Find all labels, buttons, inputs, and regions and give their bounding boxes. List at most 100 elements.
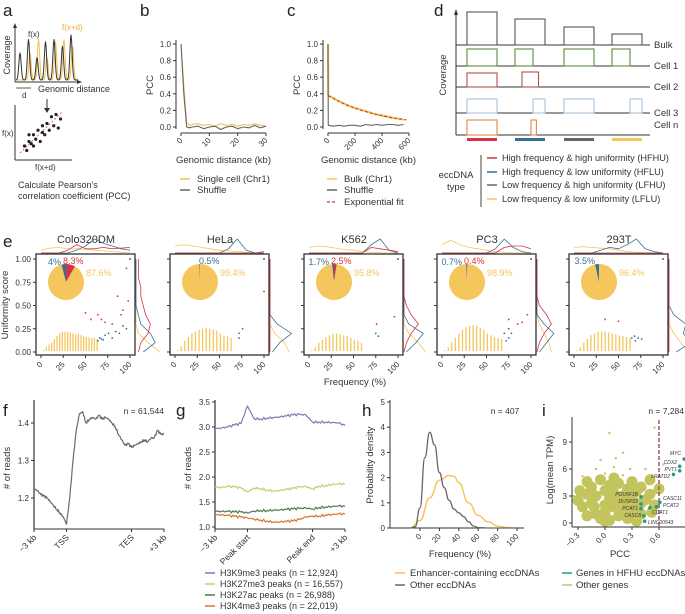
other-gene-point bbox=[626, 476, 638, 488]
y-tick-label: 0.4 bbox=[160, 90, 172, 99]
coverage-block bbox=[563, 26, 595, 46]
y-tick-label: 6 bbox=[563, 465, 568, 474]
data-point bbox=[27, 133, 31, 137]
panel-c: c 0.0 0.2 0.4 0.6 0.8 1.0 0 200 400 600 Genomic dis… bbox=[287, 1, 416, 208]
other-gene-point bbox=[635, 481, 647, 493]
y-tick-label: 1.5 bbox=[199, 498, 211, 507]
label: d bbox=[22, 91, 26, 100]
x-tick-label: 75 bbox=[367, 360, 380, 373]
other-gene-point bbox=[603, 472, 607, 475]
hfhu-point bbox=[263, 258, 265, 260]
label: f(x+d) bbox=[35, 163, 56, 172]
data-point bbox=[31, 144, 36, 148]
subplot-title: 293T bbox=[606, 234, 631, 246]
pie-slice-lflu bbox=[47, 264, 84, 300]
coverage-block bbox=[466, 48, 498, 67]
other-gene-point bbox=[590, 490, 602, 502]
pie-label-hflu: 4% bbox=[48, 257, 61, 267]
fit-line bbox=[328, 95, 407, 121]
data-point bbox=[56, 126, 60, 130]
density-line-0 bbox=[410, 474, 518, 529]
other-gene-point bbox=[662, 463, 665, 466]
legend-label: Shuffle bbox=[197, 185, 226, 196]
subplot-title: Colo320DM bbox=[57, 234, 115, 246]
x-tick-label: −3 kb bbox=[16, 532, 38, 554]
hflu-point bbox=[374, 332, 377, 335]
x-tick-label: 40 bbox=[450, 532, 463, 545]
series-line-1 bbox=[180, 43, 267, 131]
pie-slice-lfhu bbox=[66, 266, 76, 282]
eccdna-type-bar bbox=[515, 138, 545, 141]
y-tick-label: 5 bbox=[381, 398, 386, 407]
pie-slice-lflu bbox=[181, 264, 218, 300]
hfhu-point bbox=[127, 299, 130, 302]
y-tick-label: 1.4 bbox=[18, 419, 30, 428]
right-density-hflu bbox=[269, 259, 293, 353]
label: Frequency (%) bbox=[324, 377, 386, 388]
y-tick-label: 3 bbox=[563, 492, 568, 501]
other-gene-point bbox=[581, 475, 584, 478]
data-point bbox=[40, 124, 45, 128]
hfhu-point bbox=[393, 315, 396, 318]
hfhu-point bbox=[111, 323, 114, 325]
hfhu-point bbox=[104, 321, 106, 324]
row-label: Cell 2 bbox=[654, 82, 678, 93]
legend-label: Low frequency & low uniformity (LFLU) bbox=[502, 194, 660, 204]
x-tick-label: 100 bbox=[505, 532, 521, 548]
hfhu-gene-point bbox=[639, 506, 643, 511]
n-label: n = 61,544 bbox=[124, 406, 165, 416]
right-density-lflu bbox=[668, 259, 685, 349]
top-density-hfhu bbox=[309, 246, 399, 254]
legend-label: Other eccDNAs bbox=[410, 580, 476, 591]
x-tick-label: 50 bbox=[210, 360, 223, 373]
top-density-hfhu bbox=[442, 245, 532, 254]
hfhu-point bbox=[530, 258, 532, 260]
x-tick-label: −0.3 bbox=[564, 531, 582, 549]
pie-label-lflu: 98.9% bbox=[487, 268, 513, 278]
n-label: n = 7,284 bbox=[648, 406, 684, 416]
subplot-pc3: PC3 0 25 50 75 100 0.7% 0.4%98.9% bbox=[434, 234, 555, 376]
hfhu-point bbox=[100, 318, 103, 321]
label: PCC bbox=[610, 549, 630, 560]
hflu-point bbox=[98, 337, 101, 339]
x-tick-label: 100 bbox=[118, 360, 134, 376]
other-gene-point bbox=[581, 476, 593, 488]
gene-label: CCAT1 bbox=[652, 510, 668, 516]
label: PCC bbox=[145, 75, 156, 95]
y-tick-label: 0.2 bbox=[307, 106, 319, 115]
hfhu-gene-point bbox=[671, 472, 676, 477]
hfhu-gene-point bbox=[641, 514, 646, 518]
legend-label: Shuffle bbox=[344, 185, 373, 196]
pie-slice-hflu bbox=[199, 264, 200, 282]
series-line-0 bbox=[326, 43, 404, 121]
series-line-0 bbox=[33, 411, 165, 525]
x-tick-label: TSS bbox=[52, 532, 71, 551]
x-tick-label: 20 bbox=[228, 136, 241, 149]
label: Probability density bbox=[365, 426, 376, 503]
label: correlation coefficient (PCC) bbox=[18, 191, 130, 201]
label: Calculate Pearson's bbox=[18, 180, 98, 190]
series-line-2 bbox=[214, 504, 346, 514]
x-tick-label: 75 bbox=[233, 360, 246, 373]
x-tick-label: 30 bbox=[257, 136, 270, 149]
series-line-1 bbox=[214, 482, 346, 493]
other-gene-point bbox=[594, 467, 598, 471]
coverage-block bbox=[466, 72, 498, 88]
density-line-1 bbox=[410, 431, 517, 529]
gene-label: POU5F1B bbox=[615, 492, 638, 498]
x-tick-label: +3 kb bbox=[146, 532, 168, 554]
other-gene-point bbox=[572, 494, 575, 498]
label: Log(mean TPM) bbox=[545, 436, 556, 504]
legend-label: Exponential fit bbox=[344, 197, 404, 208]
y-tick-label: 0.8 bbox=[160, 57, 172, 66]
subplot-hela: HeLa 0 25 50 75 100 0.5%99.4% bbox=[167, 234, 293, 376]
label: type bbox=[447, 182, 465, 193]
other-gene-point bbox=[577, 501, 588, 513]
hfhu-point bbox=[526, 313, 529, 316]
pie-slice-hfhu bbox=[334, 264, 337, 282]
arrow-up-icon bbox=[13, 23, 17, 28]
y-tick-label: 1.0 bbox=[160, 40, 172, 49]
hflu-point bbox=[640, 338, 643, 340]
hfhu-gene-point bbox=[642, 519, 647, 523]
